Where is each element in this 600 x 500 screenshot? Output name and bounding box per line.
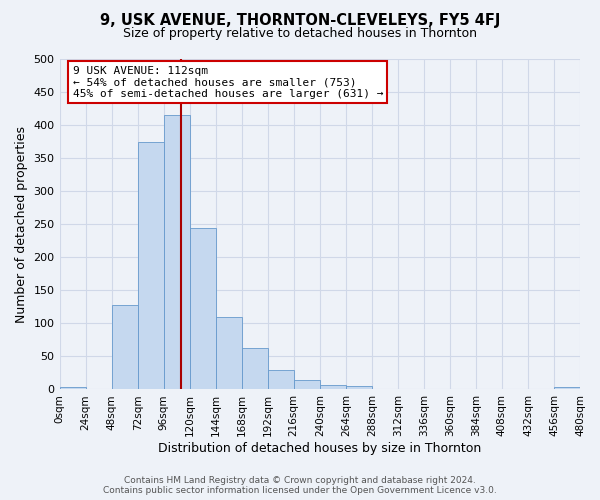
Bar (59, 388, 86, 390)
Text: Size of property relative to detached houses in Thornton: Size of property relative to detached ho… (123, 28, 477, 40)
Bar (112, 305, 137, 390)
X-axis label: Distribution of detached houses by size in Thornton: Distribution of detached houses by size … (158, 442, 481, 455)
Bar (215, 317, 242, 390)
Bar (320, 385, 346, 390)
Bar (554, 388, 580, 390)
Bar (190, 228, 215, 390)
Bar (294, 380, 320, 390)
Bar (164, 115, 190, 390)
Bar (137, 142, 164, 390)
Text: Contains HM Land Registry data © Crown copyright and database right 2024.
Contai: Contains HM Land Registry data © Crown c… (103, 476, 497, 495)
Bar (346, 386, 372, 390)
Text: 9 USK AVENUE: 112sqm
← 54% of detached houses are smaller (753)
45% of semi-deta: 9 USK AVENUE: 112sqm ← 54% of detached h… (73, 66, 383, 99)
Bar (242, 348, 268, 390)
Y-axis label: Number of detached properties: Number of detached properties (15, 126, 28, 322)
Text: 9, USK AVENUE, THORNTON-CLEVELEYS, FY5 4FJ: 9, USK AVENUE, THORNTON-CLEVELEYS, FY5 4… (100, 12, 500, 28)
Bar (268, 370, 294, 390)
